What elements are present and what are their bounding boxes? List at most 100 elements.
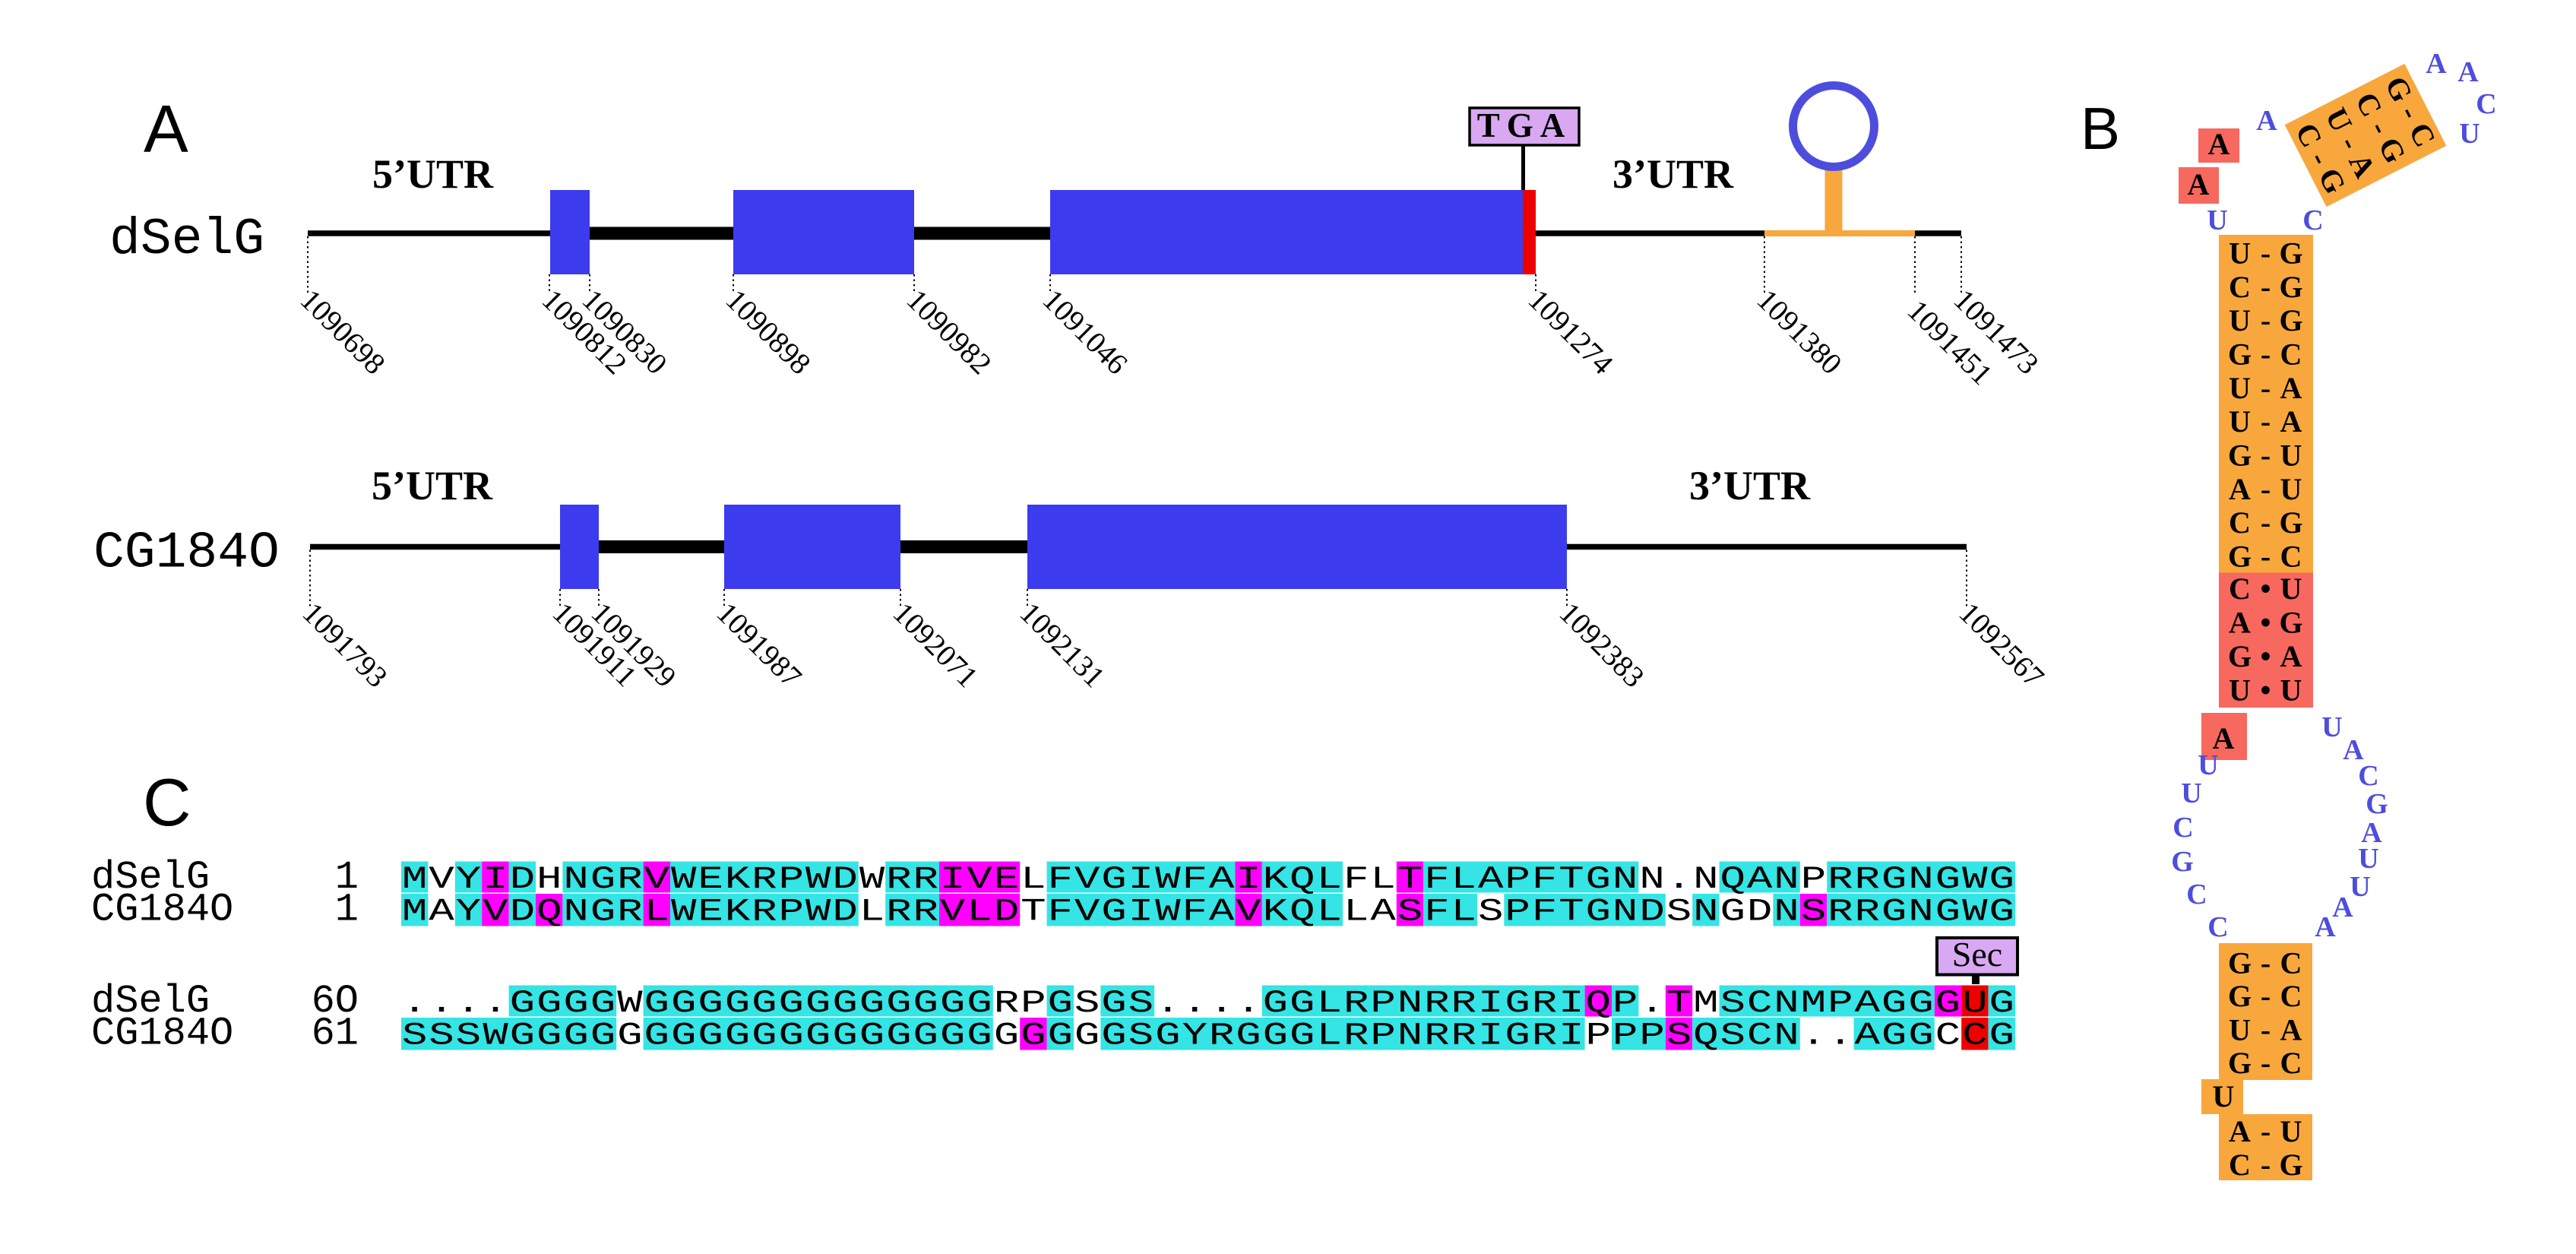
svg-text:-: - bbox=[2261, 236, 2271, 270]
svg-text:•: • bbox=[2260, 639, 2271, 673]
svg-text:U: U bbox=[2229, 404, 2251, 439]
svg-text:A: A bbox=[2229, 606, 2251, 640]
svg-text:U: U bbox=[2280, 472, 2302, 506]
svg-text:CG184O: CG184O bbox=[93, 524, 280, 583]
svg-text:U: U bbox=[2198, 749, 2218, 781]
svg-text:TGA: TGA bbox=[1477, 106, 1572, 144]
svg-text:U: U bbox=[2459, 118, 2479, 150]
svg-text:-: - bbox=[2261, 505, 2271, 540]
svg-text:A: A bbox=[2188, 167, 2210, 201]
svg-text:A: A bbox=[2343, 734, 2364, 766]
svg-text:A: A bbox=[2332, 891, 2353, 923]
svg-text:G: G bbox=[2279, 303, 2302, 337]
svg-text:A: A bbox=[2213, 721, 2235, 755]
svg-text:-: - bbox=[2261, 472, 2271, 506]
svg-text:6O: 6O bbox=[312, 979, 359, 1024]
svg-text:G: G bbox=[2228, 979, 2252, 1013]
svg-text:1: 1 bbox=[335, 888, 359, 933]
svg-text:A: A bbox=[2229, 1114, 2251, 1148]
svg-text:A: A bbox=[2229, 472, 2251, 506]
svg-text:U: U bbox=[2229, 371, 2251, 405]
svg-text:-: - bbox=[2261, 439, 2271, 473]
svg-text:•: • bbox=[2260, 673, 2271, 708]
svg-text:A: A bbox=[2280, 404, 2302, 439]
svg-text:•: • bbox=[2260, 572, 2271, 606]
svg-text:G: G bbox=[2279, 505, 2302, 540]
svg-text:C: C bbox=[2229, 270, 2251, 304]
svg-text:3’UTR: 3’UTR bbox=[1612, 151, 1734, 197]
svg-text:-: - bbox=[2261, 303, 2271, 337]
svg-text:C: C bbox=[2173, 812, 2193, 844]
svg-text:•: • bbox=[2260, 606, 2271, 640]
svg-text:U: U bbox=[2229, 1013, 2251, 1047]
svg-text:dSelG: dSelG bbox=[91, 979, 210, 1024]
svg-text:B: B bbox=[2081, 95, 2120, 162]
svg-text:61: 61 bbox=[312, 1012, 359, 1056]
svg-text:-: - bbox=[2261, 404, 2271, 439]
svg-text:U: U bbox=[2280, 673, 2302, 708]
svg-text:dSelG: dSelG bbox=[91, 855, 210, 900]
svg-text:U: U bbox=[2207, 204, 2227, 236]
svg-text:C: C bbox=[2229, 572, 2251, 606]
svg-text:C: C bbox=[2280, 337, 2302, 371]
svg-text:A: A bbox=[2457, 56, 2479, 88]
svg-text:G: G bbox=[2228, 1046, 2252, 1080]
svg-text:C: C bbox=[2280, 1046, 2302, 1080]
svg-text:G: G bbox=[2228, 540, 2252, 574]
svg-text:C: C bbox=[2280, 540, 2302, 574]
svg-text:-: - bbox=[2261, 946, 2271, 980]
svg-text:G: G bbox=[2279, 270, 2302, 304]
svg-text:CG184O: CG184O bbox=[91, 1012, 233, 1056]
svg-text:G: G bbox=[2171, 846, 2194, 878]
svg-text:G: G bbox=[2228, 439, 2252, 473]
svg-text:U: U bbox=[2321, 711, 2342, 743]
svg-text:U: U bbox=[2280, 1114, 2302, 1148]
svg-text:G: G bbox=[2279, 606, 2302, 640]
svg-text:5’UTR: 5’UTR bbox=[372, 463, 493, 508]
svg-text:U: U bbox=[2280, 572, 2302, 606]
svg-text:-: - bbox=[2261, 979, 2271, 1013]
svg-text:A: A bbox=[2280, 1013, 2302, 1047]
svg-text:-: - bbox=[2261, 540, 2271, 574]
svg-text:A: A bbox=[2361, 817, 2382, 849]
svg-text:C: C bbox=[2280, 979, 2302, 1013]
svg-text:G: G bbox=[2279, 236, 2302, 270]
svg-text:C: C bbox=[2302, 204, 2323, 236]
svg-text:A: A bbox=[2426, 48, 2447, 80]
svg-text:G: G bbox=[2366, 788, 2388, 820]
svg-text:U: U bbox=[2213, 1079, 2235, 1113]
svg-text:-: - bbox=[2261, 270, 2271, 304]
svg-text:-: - bbox=[2261, 1046, 2271, 1080]
svg-text:A: A bbox=[2315, 911, 2336, 943]
svg-text:A: A bbox=[2208, 127, 2230, 161]
svg-text:Sec: Sec bbox=[1952, 935, 2002, 974]
svg-text:C: C bbox=[2280, 946, 2302, 980]
svg-text:1: 1 bbox=[335, 855, 359, 900]
svg-text:G: G bbox=[2228, 639, 2252, 673]
svg-text:-: - bbox=[2261, 371, 2271, 405]
svg-text:C: C bbox=[2186, 879, 2207, 910]
svg-text:5’UTR: 5’UTR bbox=[372, 151, 494, 197]
svg-text:3’UTR: 3’UTR bbox=[1689, 463, 1811, 508]
svg-text:U: U bbox=[2181, 777, 2201, 809]
svg-text:C: C bbox=[2229, 1148, 2251, 1182]
svg-text:U: U bbox=[2229, 673, 2251, 708]
svg-text:U: U bbox=[2350, 871, 2370, 903]
svg-text:U: U bbox=[2358, 843, 2378, 875]
svg-text:-: - bbox=[2261, 1013, 2271, 1047]
svg-text:G: G bbox=[2279, 1148, 2302, 1182]
svg-text:CG184O: CG184O bbox=[91, 888, 233, 933]
svg-text:U: U bbox=[2280, 439, 2302, 473]
svg-text:-: - bbox=[2261, 337, 2271, 371]
svg-text:C: C bbox=[2229, 505, 2251, 540]
svg-text:A: A bbox=[2280, 639, 2302, 673]
svg-text:dSelG: dSelG bbox=[109, 211, 264, 269]
svg-text:C: C bbox=[2358, 760, 2378, 792]
svg-text:-: - bbox=[2261, 1148, 2271, 1182]
svg-text:G: G bbox=[2228, 337, 2252, 371]
svg-text:U: U bbox=[2229, 303, 2251, 337]
svg-text:-: - bbox=[2261, 1114, 2271, 1148]
svg-text:C: C bbox=[143, 765, 191, 840]
svg-text:C: C bbox=[2476, 88, 2496, 120]
svg-text:A: A bbox=[2256, 105, 2277, 137]
